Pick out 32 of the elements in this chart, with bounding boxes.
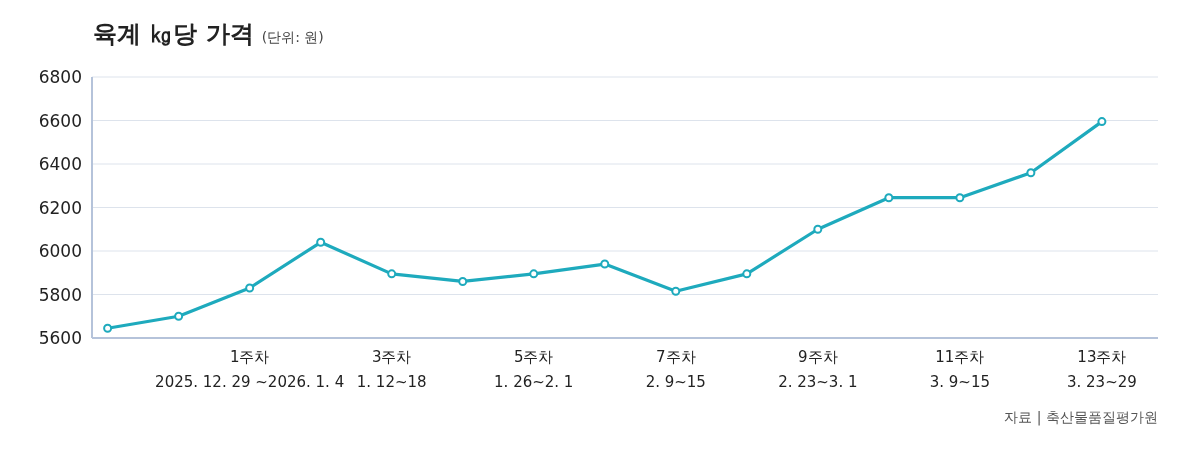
- point: [1097, 117, 1107, 127]
- point: [387, 269, 397, 279]
- point: [174, 311, 184, 321]
- text: 자료 | 축산물품질평가원: [1004, 409, 1158, 426]
- x-tick-label: 1주차 2025. 12. 29 ~2026. 1. 4: [155, 348, 345, 391]
- point: [671, 286, 681, 296]
- point: [1026, 168, 1036, 178]
- x-tick-label: 11주차 3. 9~15: [929, 348, 990, 391]
- chart-title: 육계 ㎏당 가격: [93, 20, 254, 48]
- y-tick-label: 5600: [38, 328, 82, 348]
- point: [813, 224, 823, 234]
- x-tick-label: 13주차 3. 23~29: [1066, 348, 1137, 391]
- point: [529, 269, 539, 279]
- point: [458, 276, 468, 286]
- chart-subtitle: (단위: 원): [261, 29, 324, 45]
- x-tick-label: 9주차 2. 23~3. 1: [778, 348, 858, 391]
- point: [884, 193, 894, 203]
- x-tick-label: 3주차 1. 12~18: [356, 348, 427, 391]
- point: [955, 193, 965, 203]
- y-tick-label: 6000: [38, 241, 82, 261]
- point: [245, 283, 255, 293]
- x-tick-label: 5주차 1. 26~2. 1: [494, 348, 574, 391]
- y-tick-label: 6200: [38, 197, 82, 218]
- point: [316, 237, 326, 247]
- point: [103, 323, 113, 333]
- y-tick-label: 5800: [38, 284, 82, 305]
- y-tick-label: 6600: [38, 110, 82, 131]
- point: [742, 269, 752, 279]
- point: [600, 259, 610, 269]
- y-tick-label: 6800: [38, 67, 82, 87]
- x-tick-label: 7주차 2. 9~15: [645, 348, 706, 391]
- y-tick-label: 6400: [38, 154, 82, 174]
